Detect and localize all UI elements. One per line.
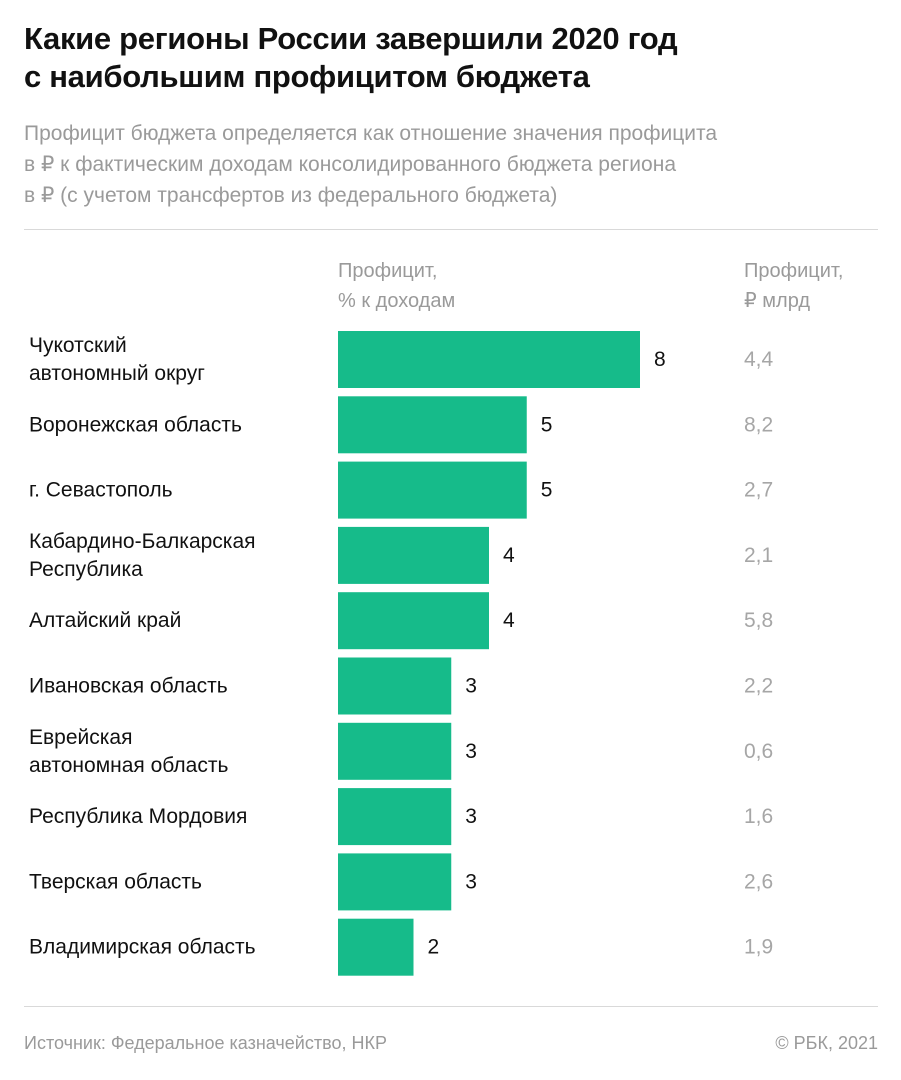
bottom-divider bbox=[24, 1006, 878, 1007]
bar-value-label: 4 bbox=[503, 544, 515, 567]
region-label: Владимирская область bbox=[29, 936, 256, 959]
surplus-billions-value: 8,2 bbox=[744, 413, 773, 436]
region-label-line: Воронежская область bbox=[29, 413, 242, 436]
bar-value-label: 2 bbox=[428, 936, 440, 959]
bar-value-label: 3 bbox=[465, 675, 477, 698]
region-label: г. Севастополь bbox=[29, 479, 173, 502]
bar bbox=[338, 918, 414, 976]
bar bbox=[338, 461, 527, 519]
bar bbox=[338, 396, 527, 454]
chart-title-line-1: Какие регионы России завершили 2020 год bbox=[24, 21, 678, 56]
region-label-line: г. Севастополь bbox=[29, 479, 173, 502]
surplus-billions-value: 0,6 bbox=[744, 740, 773, 763]
region-label-line: Тверская область bbox=[29, 870, 202, 893]
region-label: Алтайский край bbox=[29, 609, 181, 632]
bar bbox=[338, 657, 452, 715]
bar bbox=[338, 853, 452, 911]
surplus-billions-value: 1,9 bbox=[744, 936, 773, 959]
bar-value-label: 3 bbox=[465, 870, 477, 893]
region-label-line: Алтайский край bbox=[29, 609, 181, 632]
bar-value-label: 5 bbox=[541, 413, 553, 436]
bar bbox=[338, 788, 452, 846]
column-header-percent-line-2: % к доходам bbox=[338, 290, 456, 312]
surplus-billions-value: 2,6 bbox=[744, 870, 773, 893]
chart-subtitle-line-1: Профицит бюджета определяется как отноше… bbox=[24, 122, 718, 145]
region-label: Еврейская автономная область bbox=[29, 726, 228, 777]
surplus-billions-value: 2,7 bbox=[744, 479, 773, 502]
surplus-billions-value: 2,2 bbox=[744, 675, 773, 698]
region-label: Ивановская область bbox=[29, 675, 228, 698]
column-header-percent-line-1: Профицит, bbox=[338, 260, 438, 282]
bar-value-label: 4 bbox=[503, 609, 515, 632]
surplus-billions-value: 1,6 bbox=[744, 805, 773, 828]
copyright-note: © РБК, 2021 bbox=[775, 1033, 878, 1053]
column-header-billions-line-2: ₽ млрд bbox=[744, 290, 811, 312]
chart-subtitle-line-2: в ₽ к фактическим доходам консолидирован… bbox=[24, 153, 676, 176]
region-label: Республика Мордовия bbox=[29, 805, 247, 828]
bar-value-label: 3 bbox=[465, 740, 477, 763]
region-label-line: Владимирская область bbox=[29, 936, 256, 959]
region-label: Кабардино-Балкарская Республика bbox=[29, 530, 256, 581]
chart-title: Какие регионы России завершили 2020 год … bbox=[24, 20, 874, 96]
region-label-line: автономный округ bbox=[29, 362, 205, 385]
region-label-line: автономная область bbox=[29, 754, 228, 777]
region-label-line: Республика Мордовия bbox=[29, 805, 247, 828]
source-note: Источник: Федеральное казначейство, НКР bbox=[24, 1033, 387, 1053]
top-divider bbox=[24, 229, 878, 230]
surplus-billions-value: 2,1 bbox=[744, 544, 773, 567]
region-label-line: Кабардино-Балкарская bbox=[29, 530, 256, 553]
chart-subtitle-line-3: в ₽ (с учетом трансфертов из федеральног… bbox=[24, 184, 558, 207]
chart-title-line-2: с наибольшим профицитом бюджета bbox=[24, 59, 590, 94]
surplus-billions-value: 5,8 bbox=[744, 609, 773, 632]
surplus-billions-value: 4,4 bbox=[744, 348, 774, 371]
region-label: Чукотский автономный округ bbox=[29, 334, 205, 385]
bar bbox=[338, 331, 640, 388]
bar-value-label: 8 bbox=[654, 348, 666, 371]
column-header-billions-line-1: Профицит, bbox=[744, 260, 844, 282]
region-label-line: Чукотский bbox=[29, 334, 127, 357]
region-label: Тверская область bbox=[29, 870, 202, 893]
column-header-billions: Профицит, ₽ млрд bbox=[744, 256, 843, 316]
bar bbox=[338, 592, 489, 650]
region-label-line: Еврейская bbox=[29, 726, 132, 749]
region-label-line: Республика bbox=[29, 558, 143, 581]
bar bbox=[338, 526, 489, 584]
region-label: Воронежская область bbox=[29, 413, 242, 436]
region-label-line: Ивановская область bbox=[29, 675, 228, 698]
bar-value-label: 5 bbox=[541, 479, 553, 502]
bar-value-label: 3 bbox=[465, 805, 477, 828]
chart-subtitle: Профицит бюджета определяется как отноше… bbox=[24, 118, 874, 211]
column-header-percent: Профицит, % к доходам bbox=[338, 256, 455, 316]
bar bbox=[338, 722, 452, 780]
